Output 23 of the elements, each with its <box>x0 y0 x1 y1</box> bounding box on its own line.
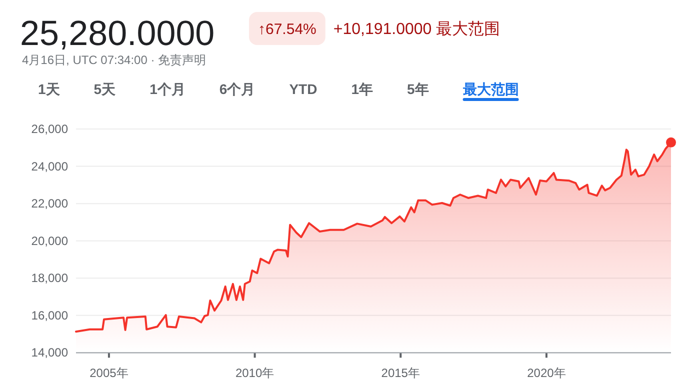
chart-subtitle: 4月16日, UTC 07:34:00 · 免责声明 <box>22 53 206 67</box>
y-tick-label: 18,000 <box>31 271 68 286</box>
y-tick-label: 20,000 <box>31 234 68 248</box>
text: 5天 <box>94 81 117 97</box>
y-tick-label: 14,000 <box>31 346 68 360</box>
text: YTD <box>289 81 318 97</box>
x-tick-label: 2010年 <box>235 366 274 380</box>
y-tick-label: 24,000 <box>31 159 68 174</box>
text: 1个月 <box>150 81 186 97</box>
x-tick-label: 2015年 <box>381 366 420 380</box>
y-tick-label: 26,000 <box>31 122 68 136</box>
text: ↑67.54% <box>258 21 316 38</box>
x-tick-label: 2005年 <box>90 366 128 380</box>
text: +10,191.0000 最大范围 <box>333 20 500 38</box>
text: 1年 <box>351 81 373 97</box>
text: 最大范围 <box>462 81 519 97</box>
text: 1天 <box>38 81 61 97</box>
chart-title: 25,280.0000 <box>20 14 215 53</box>
y-tick-label: 22,000 <box>31 196 68 211</box>
text: 5年 <box>406 81 429 97</box>
y-tick-label: 16,000 <box>31 308 68 322</box>
x-tick-label: 2020年 <box>527 366 566 380</box>
text: 6个月 <box>219 81 256 97</box>
